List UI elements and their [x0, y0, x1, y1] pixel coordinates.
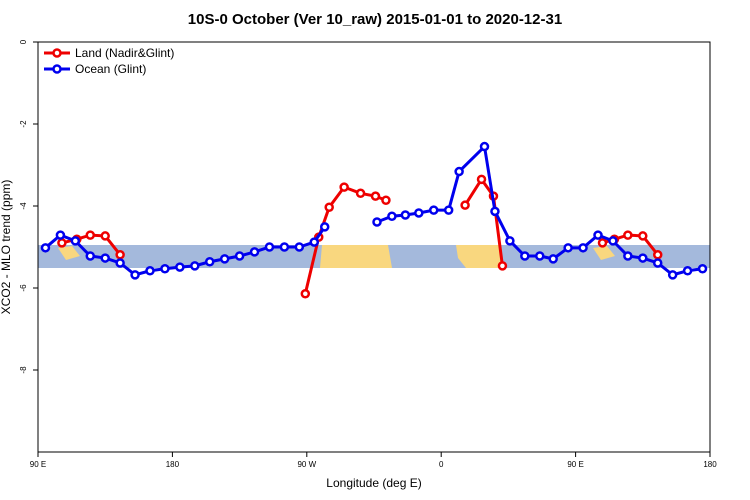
- point: [623, 230, 633, 240]
- legend-label: Ocean (Glint): [75, 62, 146, 76]
- x-tick-label: 0: [439, 460, 444, 469]
- point: [145, 266, 155, 276]
- point: [563, 243, 573, 253]
- point: [697, 263, 708, 274]
- point: [520, 251, 530, 261]
- plot-frame: [37, 41, 711, 453]
- legend-label: Land (Nadir&Glint): [75, 46, 174, 60]
- legend-marker: [52, 64, 62, 74]
- point: [578, 243, 588, 253]
- point: [497, 261, 508, 271]
- point: [652, 258, 663, 268]
- point: [309, 237, 320, 247]
- point: [204, 257, 215, 267]
- point: [264, 242, 275, 252]
- point: [85, 230, 96, 240]
- x-tick-label: 90 E: [567, 460, 583, 469]
- point: [279, 242, 290, 252]
- point: [460, 200, 470, 210]
- point: [638, 231, 648, 241]
- x-tick-label: 90 E: [30, 460, 46, 469]
- point: [652, 250, 663, 260]
- point: [115, 250, 125, 260]
- point: [130, 270, 140, 280]
- point: [57, 238, 67, 248]
- point: [370, 191, 381, 201]
- y-tick-label: -4: [19, 202, 28, 210]
- point: [55, 230, 66, 240]
- point: [428, 205, 439, 215]
- x-axis-label: Longitude (deg E): [326, 476, 421, 490]
- point: [234, 251, 245, 261]
- point: [535, 251, 545, 261]
- y-tick-label: 0: [19, 39, 28, 44]
- point: [414, 208, 424, 218]
- point: [355, 188, 366, 199]
- point: [682, 266, 693, 276]
- point: [476, 174, 487, 185]
- y-tick-label: -6: [19, 284, 28, 292]
- y-tick-label: -8: [19, 366, 28, 374]
- point: [100, 231, 110, 241]
- point: [490, 206, 500, 217]
- y-axis-label: XCO2 - MLO trend (ppm): [0, 180, 13, 315]
- point: [479, 141, 490, 152]
- point: [667, 270, 678, 280]
- x-tick-label: 180: [703, 460, 717, 469]
- point: [597, 238, 608, 248]
- map-band: [38, 245, 710, 268]
- point: [219, 254, 230, 264]
- point: [443, 205, 454, 215]
- point: [400, 210, 411, 220]
- point: [608, 236, 618, 246]
- point: [100, 253, 110, 263]
- x-tick-label: 90 W: [297, 460, 316, 469]
- point: [593, 230, 603, 240]
- point: [372, 217, 382, 227]
- point: [548, 254, 558, 264]
- x-tick-label: 180: [166, 460, 180, 469]
- chart-title: 10S-0 October (Ver 10_raw) 2015-01-01 to…: [188, 11, 562, 28]
- point: [175, 262, 185, 272]
- point: [249, 247, 260, 257]
- point: [324, 202, 334, 212]
- point: [115, 258, 125, 268]
- point: [40, 243, 51, 253]
- point: [160, 263, 170, 274]
- point: [623, 251, 633, 261]
- point: [454, 166, 464, 177]
- point: [638, 253, 648, 263]
- point: [319, 222, 330, 232]
- point: [381, 195, 391, 206]
- legend-marker: [52, 48, 62, 58]
- point: [387, 211, 397, 221]
- point: [300, 288, 311, 299]
- point: [294, 242, 305, 252]
- point: [505, 236, 515, 246]
- point: [85, 251, 96, 261]
- point: [190, 261, 200, 271]
- point: [339, 182, 349, 192]
- point: [70, 236, 81, 246]
- y-tick-label: -2: [19, 120, 28, 128]
